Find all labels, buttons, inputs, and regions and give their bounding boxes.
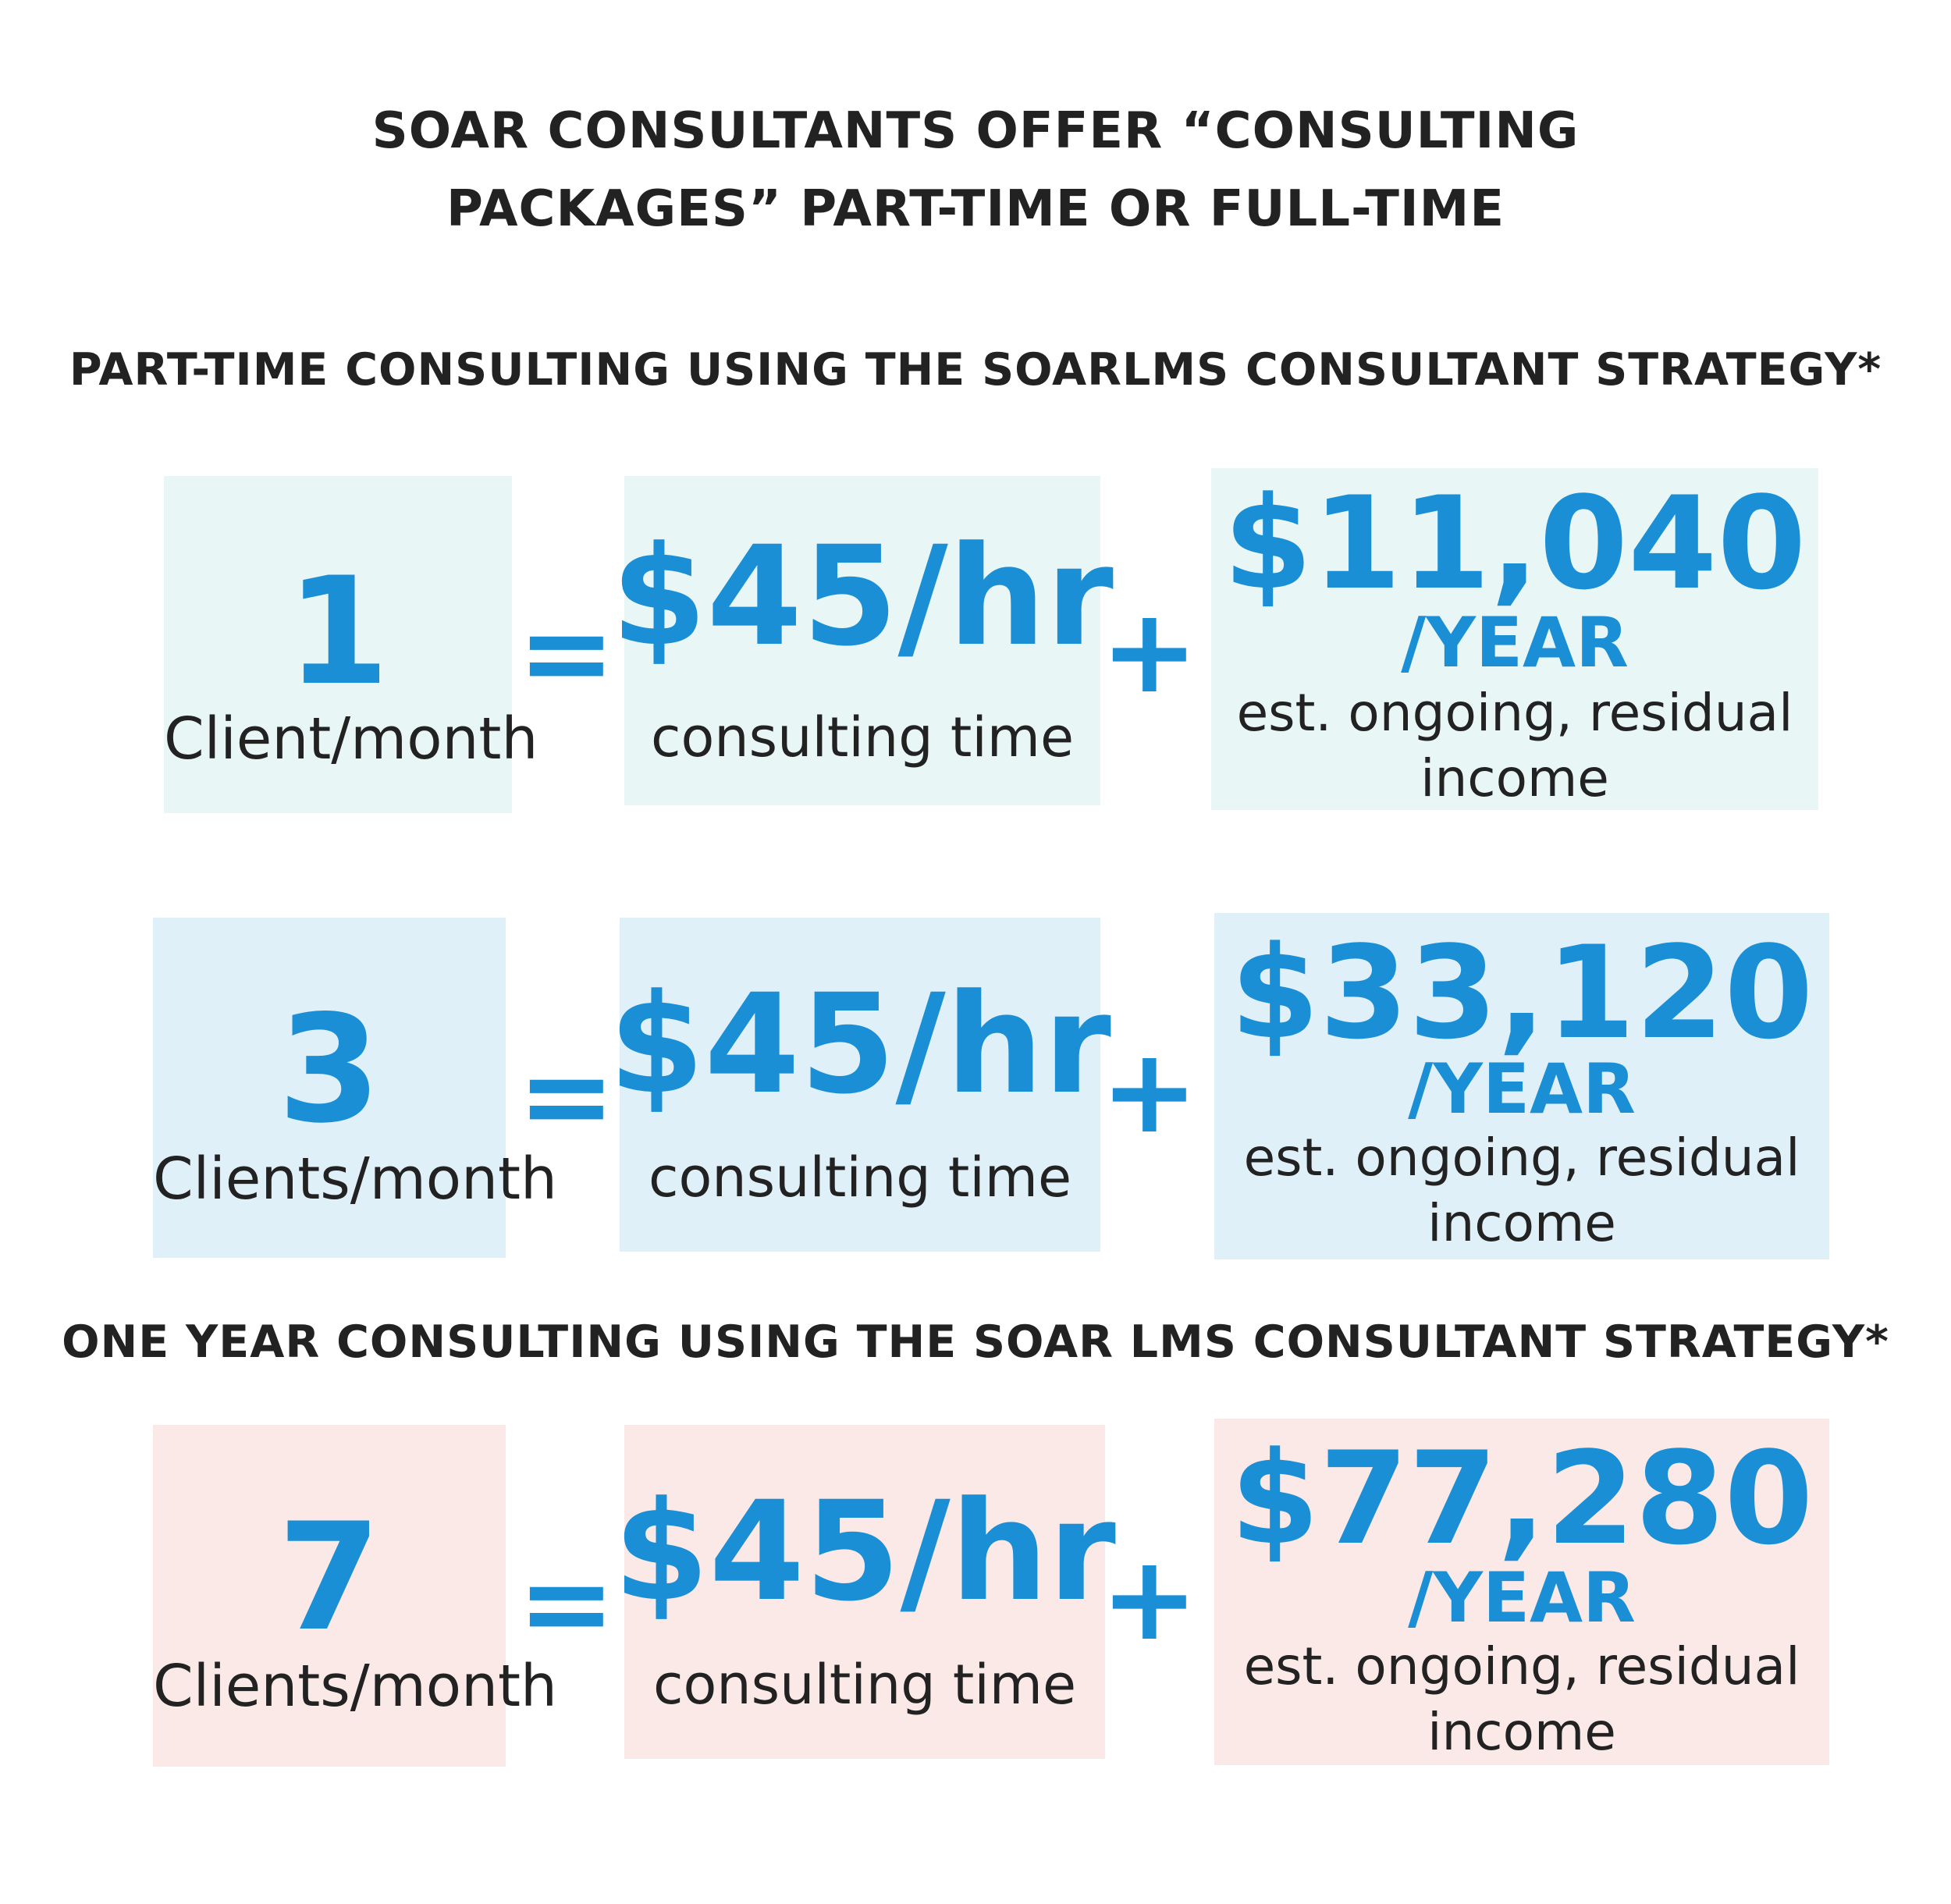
clients-box-row-2: 3 Clients/month [153,918,557,1258]
income-box-row-2: $33,120 /YEAR est. ongoing, residual inc… [1214,913,1829,1259]
rate-label: consulting time [650,705,1075,769]
rate-box-row-3: $45/hr consulting time [613,1425,1116,1759]
income-description: est. ongoing, residual income [1243,1128,1800,1253]
page-title: SOAR CONSULTANTS OFFER “CONSULTING PACKA… [0,92,1951,248]
clients-label: Client/month [164,705,538,773]
hourly-rate: $45/hr [609,964,1111,1124]
clients-label: Clients/month [153,1146,557,1213]
equals-sign: = [517,1536,616,1671]
rate-box-row-2: $45/hr consulting time [609,918,1111,1252]
annual-income: $11,040 [1223,469,1807,618]
page-title-line-2: PACKAGES” PART-TIME OR FULL-TIME [446,180,1505,238]
clients-label: Clients/month [153,1653,557,1720]
annual-income: $33,120 [1230,918,1814,1067]
section-heading-part-time: PART-TIME CONSULTING USING THE SOARLMS C… [69,344,1882,396]
equals-sign: = [517,1028,616,1164]
plus-sign: + [1100,584,1199,719]
page-title-line-1: SOAR CONSULTANTS OFFER “CONSULTING [371,102,1580,160]
hourly-rate: $45/hr [613,1472,1116,1632]
rate-box-row-1: $45/hr consulting time [611,476,1114,805]
hourly-rate: $45/hr [611,517,1114,677]
annual-income: $77,280 [1230,1424,1814,1573]
income-description: est. ongoing, residual income [1243,1636,1800,1762]
plus-sign: + [1100,1531,1199,1667]
income-description: est. ongoing, residual income [1236,683,1793,808]
income-unit: /YEAR [1408,1049,1636,1129]
plus-sign: + [1100,1024,1199,1160]
clients-box-row-3: 7 Clients/month [153,1425,557,1767]
clients-box-row-1: 1 Client/month [164,476,538,813]
equals-sign: = [517,585,616,721]
income-unit: /YEAR [1401,602,1629,683]
clients-count: 3 [277,983,382,1156]
income-box-row-3: $77,280 /YEAR est. ongoing, residual inc… [1214,1419,1829,1765]
income-unit: /YEAR [1408,1558,1636,1638]
clients-count: 1 [286,545,390,718]
section-heading-one-year: ONE YEAR CONSULTING USING THE SOAR LMS C… [62,1316,1889,1368]
rate-label: consulting time [648,1146,1072,1210]
rate-label: consulting time [652,1653,1077,1717]
income-box-row-1: $11,040 /YEAR est. ongoing, residual inc… [1211,468,1818,810]
clients-count: 7 [277,1491,382,1664]
